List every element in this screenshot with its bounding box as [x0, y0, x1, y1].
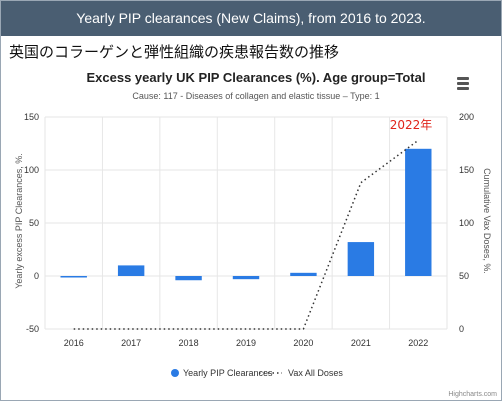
- y2-tick-label: 100: [459, 218, 474, 228]
- y2-axis-ticks: 0 50 100 150 200: [459, 112, 474, 334]
- bar-series: [60, 148, 432, 281]
- x-axis-ticks: 2016 2017 2018 2019 2020 2021 2022: [64, 338, 429, 348]
- x-tick-label: 2019: [236, 338, 256, 348]
- x-tick-label: 2020: [293, 338, 313, 348]
- y-axis-label: Yearly excess PIP Clearances, %.: [14, 153, 24, 289]
- japanese-caption: 英国のコラーゲンと弾性組織の疾患報告数の推移: [9, 43, 340, 61]
- bar[interactable]: [60, 276, 87, 278]
- x-tick-label: 2021: [351, 338, 371, 348]
- legend-bar-swatch: [171, 369, 179, 377]
- vax-line-series: [73, 139, 419, 330]
- y-tick-label: -50: [26, 324, 39, 334]
- x-tick-label: 2022: [408, 338, 428, 348]
- y2-tick-label: 150: [459, 165, 474, 175]
- y-axis-ticks: -50 0 50 100 150: [24, 112, 39, 334]
- credit-link[interactable]: Highcharts.com: [448, 391, 497, 398]
- grid-lines: [44, 116, 448, 330]
- x-tick-label: 2016: [64, 338, 84, 348]
- legend-item-vax[interactable]: Vax All Doses: [259, 368, 343, 378]
- bar[interactable]: [117, 265, 145, 276]
- legend-bar-label: Yearly PIP Clearances: [183, 368, 273, 378]
- legend-item-bars[interactable]: Yearly PIP Clearances: [171, 368, 273, 378]
- page-banner: Yearly PIP clearances (New Claims), from…: [1, 1, 501, 36]
- bar[interactable]: [347, 242, 375, 276]
- annotation-label: 2022年: [390, 118, 433, 132]
- chart-subtitle: Cause: 117 - Diseases of collagen and el…: [132, 91, 379, 101]
- y2-tick-label: 200: [459, 112, 474, 122]
- y-tick-label: 50: [29, 218, 39, 228]
- x-tick-label: 2018: [179, 338, 199, 348]
- chart-title: Excess yearly UK PIP Clearances (%). Age…: [87, 70, 426, 85]
- legend-line-label: Vax All Doses: [288, 368, 343, 378]
- y2-axis-label: Cumulative Vax Doses, %.: [482, 168, 492, 274]
- menu-bar: [457, 82, 469, 85]
- x-tick-label: 2017: [121, 338, 141, 348]
- legend: Yearly PIP Clearances Vax All Doses: [171, 368, 343, 378]
- bar[interactable]: [290, 272, 317, 276]
- y2-tick-label: 50: [459, 271, 469, 281]
- hamburger-menu-icon[interactable]: [457, 77, 469, 91]
- menu-bar: [457, 77, 469, 80]
- y-tick-label: 150: [24, 112, 39, 122]
- bar[interactable]: [232, 276, 260, 280]
- menu-bar: [457, 87, 469, 90]
- bar[interactable]: [405, 148, 432, 276]
- y-tick-label: 100: [24, 165, 39, 175]
- vax-line: [73, 139, 419, 330]
- y2-tick-label: 0: [459, 324, 464, 334]
- y-tick-label: 0: [34, 271, 39, 281]
- bar[interactable]: [175, 276, 202, 281]
